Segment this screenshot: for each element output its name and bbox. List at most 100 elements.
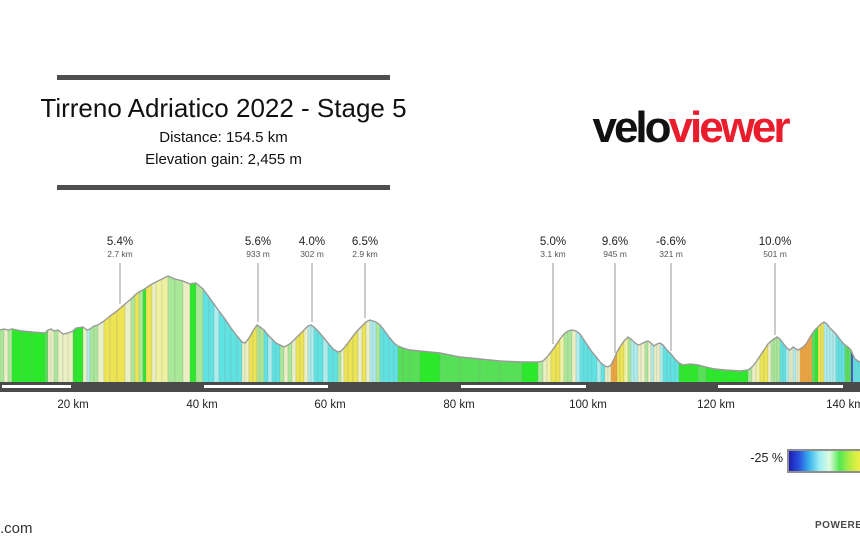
logo-velo-text: velo	[592, 103, 671, 152]
profile-segment	[792, 346, 797, 384]
profile-segment	[571, 329, 577, 384]
profile-segment	[682, 363, 691, 384]
profile-segment	[365, 319, 371, 384]
profile-segment	[829, 327, 834, 384]
profile-segment	[647, 340, 652, 384]
profile-segment	[627, 336, 632, 384]
climb-label: 9.6% 945 m	[570, 236, 660, 260]
profile-segment	[57, 329, 64, 384]
profile-segment	[252, 324, 258, 384]
profile-segment	[21, 330, 33, 384]
profile-segment	[241, 341, 246, 384]
profile-segment	[521, 361, 539, 384]
profile-segment	[805, 337, 810, 384]
profile-segment	[109, 310, 118, 384]
climb-label: -6.6% 321 m	[626, 236, 716, 260]
profile-segment	[767, 340, 772, 384]
profile-segment	[563, 330, 569, 384]
gradient-legend-min-label: -25 %	[750, 451, 783, 465]
climb-grade: 5.4%	[106, 236, 134, 248]
climb-label: 4.0% 302 m	[267, 236, 357, 260]
profile-segment	[31, 331, 46, 384]
climb-grade: 9.6%	[601, 236, 629, 248]
profile-segment	[287, 341, 293, 384]
climb-distance: 945 m	[603, 249, 627, 259]
profile-segment	[623, 336, 629, 384]
profile-segment	[409, 349, 421, 384]
profile-segment	[340, 347, 345, 384]
profile-segment	[93, 324, 99, 384]
profile-segment	[138, 289, 144, 384]
profile-segment	[275, 342, 281, 384]
profile-segment	[459, 356, 481, 384]
profile-segment	[89, 325, 95, 384]
x-axis-tick: 120 km	[697, 399, 735, 411]
profile-segment	[313, 326, 319, 384]
x-axis-tick: 20 km	[57, 399, 89, 411]
title-divider-top	[57, 75, 390, 80]
profile-segment	[640, 341, 646, 384]
profile-segment	[583, 339, 589, 384]
profile-segment	[678, 362, 684, 384]
profile-segment	[82, 326, 88, 384]
profile-segment	[151, 281, 157, 384]
profile-segment	[244, 337, 250, 384]
profile-segment	[317, 330, 324, 384]
profile-segment	[369, 319, 374, 384]
profile-outline	[0, 275, 860, 372]
climb-grade: 4.0%	[298, 236, 326, 248]
x-axis-tick: 140 km	[826, 399, 860, 411]
profile-segment	[352, 329, 359, 384]
profile-segment	[811, 329, 816, 384]
profile-segment	[785, 346, 790, 384]
profile-segment	[604, 365, 609, 384]
profile-segment	[142, 287, 147, 384]
climb-label: 5.0% 3.1 km	[508, 236, 598, 260]
climb-distance: 2.7 km	[107, 249, 133, 259]
profile-segment	[67, 330, 74, 384]
profile-segment	[322, 336, 329, 384]
profile-segment	[808, 332, 813, 384]
profile-segment	[697, 364, 707, 384]
x-axis-tick: 60 km	[314, 399, 346, 411]
profile-segment	[72, 327, 77, 384]
climb-grade: 5.6%	[244, 236, 272, 248]
profile-segment	[271, 338, 277, 384]
profile-segment	[134, 291, 140, 384]
page-title: Tirreno Adriatico 2022 - Stage 5	[40, 93, 407, 123]
profile-segment	[666, 349, 672, 384]
profile-segment	[307, 324, 312, 384]
profile-segment	[814, 326, 819, 384]
profile-segment	[213, 303, 220, 384]
profile-segment	[659, 342, 664, 384]
profile-segment	[195, 282, 204, 384]
profile-segment	[567, 329, 573, 384]
profile-segment	[103, 315, 111, 384]
profile-segment	[559, 333, 565, 384]
profile-segment	[230, 327, 238, 384]
profile-segment	[817, 323, 822, 384]
scale-bar-stripe	[204, 385, 328, 388]
profile-segment	[279, 344, 285, 384]
profile-segment	[644, 340, 649, 384]
title-divider-bottom	[57, 185, 390, 190]
climb-grade: 5.0%	[539, 236, 567, 248]
profile-segment	[11, 328, 23, 384]
profile-segment	[62, 332, 69, 384]
scale-bar-stripe	[2, 385, 71, 388]
profile-segment	[0, 328, 5, 384]
profile-segment	[826, 323, 831, 384]
climb-label: 5.4% 2.7 km	[75, 236, 165, 260]
climb-distance: 3.1 km	[540, 249, 566, 259]
gradient-legend-colorbar	[787, 449, 860, 473]
profile-segment	[182, 280, 191, 384]
profile-segment	[633, 341, 639, 384]
profile-segment	[773, 336, 778, 384]
profile-segment	[820, 321, 825, 384]
profile-segment	[303, 325, 309, 384]
profile-segment	[174, 278, 184, 384]
profile-segment	[283, 344, 289, 384]
profile-segment	[236, 335, 243, 384]
profile-segment	[145, 283, 153, 384]
